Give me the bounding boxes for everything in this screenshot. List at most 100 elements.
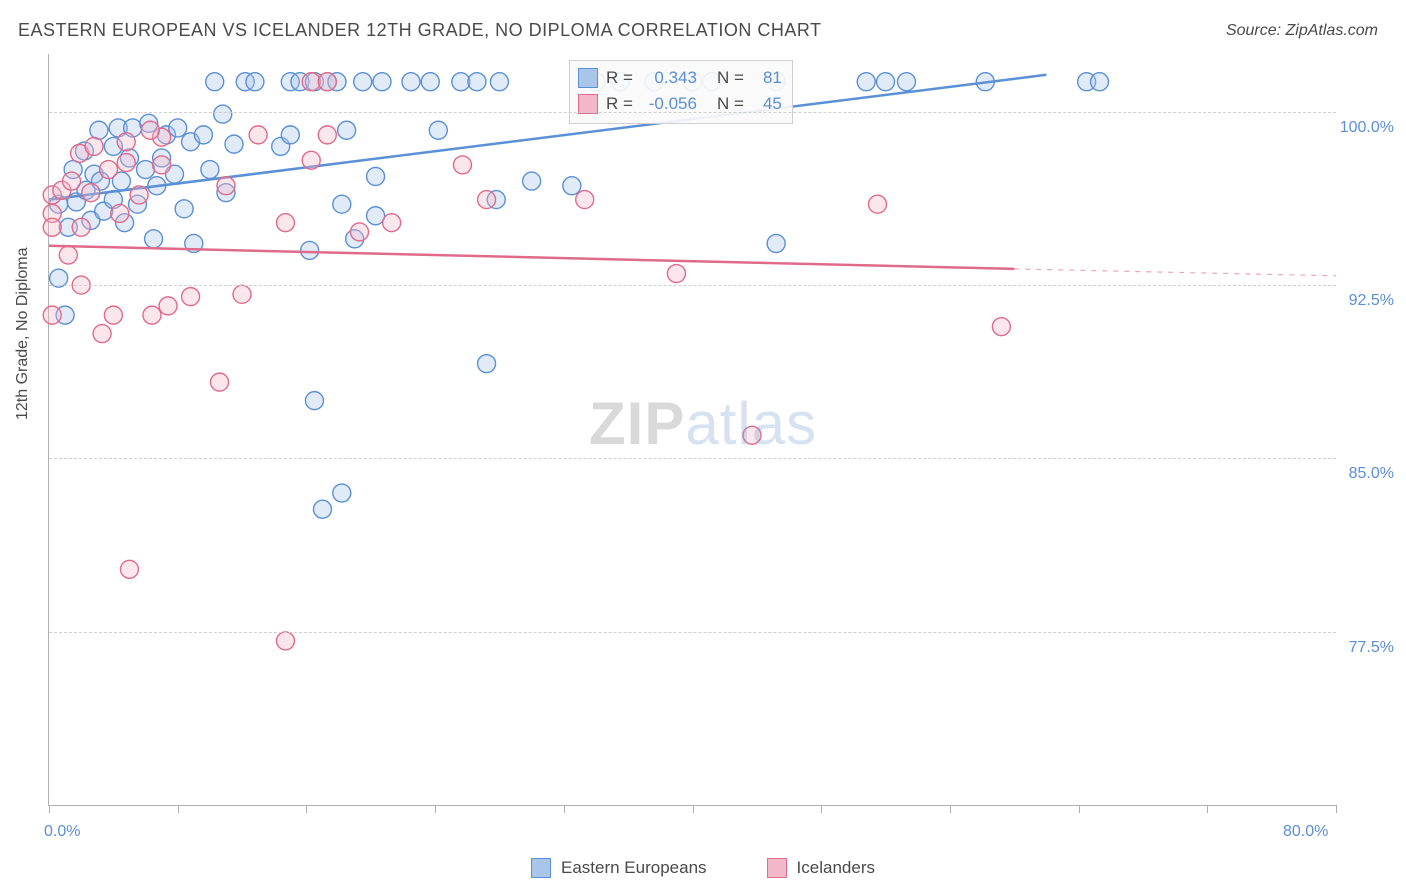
data-point — [120, 560, 138, 578]
y-tick-label: 100.0% — [1340, 119, 1394, 137]
gridline — [49, 112, 1336, 113]
gridline — [49, 285, 1336, 286]
data-point — [429, 121, 447, 139]
data-point — [82, 184, 100, 202]
data-point — [43, 218, 61, 236]
legend-item: Icelanders — [767, 858, 875, 878]
data-point — [743, 426, 761, 444]
data-point — [421, 73, 439, 91]
x-tick — [693, 805, 694, 813]
data-point — [313, 500, 331, 518]
stats-legend-row: R =0.343N =81 — [578, 65, 782, 91]
stat-n-label: N = — [717, 91, 744, 117]
legend-swatch — [578, 68, 598, 88]
data-point — [169, 119, 187, 137]
data-point — [877, 73, 895, 91]
data-point — [59, 246, 77, 264]
x-tick-label: 0.0% — [44, 823, 80, 841]
data-point — [576, 191, 594, 209]
data-point — [302, 73, 320, 91]
source-label: Source: ZipAtlas.com — [1226, 22, 1378, 40]
data-point — [318, 126, 336, 144]
x-tick — [1336, 805, 1337, 813]
legend-label: Icelanders — [797, 858, 875, 878]
data-point — [137, 161, 155, 179]
data-point — [159, 297, 177, 315]
x-tick — [49, 805, 50, 813]
legend-item: Eastern Europeans — [531, 858, 707, 878]
gridline — [49, 632, 1336, 633]
data-point — [145, 230, 163, 248]
data-point — [490, 73, 508, 91]
y-tick-label: 92.5% — [1349, 292, 1394, 310]
data-point — [249, 126, 267, 144]
data-point — [111, 204, 129, 222]
data-point — [333, 484, 351, 502]
y-tick-label: 85.0% — [1349, 465, 1394, 483]
stat-n-value: 45 — [752, 91, 782, 117]
x-tick — [950, 805, 951, 813]
data-point — [130, 186, 148, 204]
legend-swatch — [767, 858, 787, 878]
data-point — [350, 223, 368, 241]
x-tick — [564, 805, 565, 813]
data-point — [301, 241, 319, 259]
x-tick — [435, 805, 436, 813]
data-point — [153, 156, 171, 174]
data-point — [333, 195, 351, 213]
data-point — [452, 73, 470, 91]
data-point — [453, 156, 471, 174]
data-point — [992, 318, 1010, 336]
data-point — [43, 306, 61, 324]
data-point — [468, 73, 486, 91]
data-point — [206, 73, 224, 91]
data-point — [90, 121, 108, 139]
x-tick — [1079, 805, 1080, 813]
data-point — [338, 121, 356, 139]
data-point — [857, 73, 875, 91]
data-point — [100, 161, 118, 179]
trend-line — [49, 246, 1014, 269]
data-point — [211, 373, 229, 391]
data-point — [194, 126, 212, 144]
data-point — [143, 306, 161, 324]
data-point — [117, 133, 135, 151]
x-tick — [306, 805, 307, 813]
data-point — [63, 172, 81, 190]
data-point — [302, 151, 320, 169]
data-point — [201, 161, 219, 179]
gridline — [49, 458, 1336, 459]
x-tick — [821, 805, 822, 813]
data-point — [478, 191, 496, 209]
stats-legend-row: R = -0.056 N = 45 — [578, 91, 782, 117]
legend-swatch — [531, 858, 551, 878]
data-point — [1091, 73, 1109, 91]
x-tick-label: 80.0% — [1283, 823, 1328, 841]
data-point — [85, 137, 103, 155]
data-point — [141, 121, 159, 139]
data-point — [367, 167, 385, 185]
x-tick — [178, 805, 179, 813]
data-point — [869, 195, 887, 213]
trend-line-extrapolated — [1014, 269, 1336, 276]
data-point — [276, 214, 294, 232]
data-point — [523, 172, 541, 190]
stat-r-value: -0.056 — [641, 91, 697, 117]
data-point — [318, 73, 336, 91]
stat-r-label: R = — [606, 91, 633, 117]
series-legend: Eastern Europeans Icelanders — [0, 858, 1406, 878]
legend-label: Eastern Europeans — [561, 858, 707, 878]
data-point — [104, 306, 122, 324]
data-point — [478, 355, 496, 373]
data-point — [373, 73, 391, 91]
data-point — [402, 73, 420, 91]
data-point — [72, 218, 90, 236]
chart-title: EASTERN EUROPEAN VS ICELANDER 12TH GRADE… — [18, 20, 822, 41]
data-point — [767, 234, 785, 252]
data-point — [305, 392, 323, 410]
scatter-svg — [49, 54, 1336, 805]
stats-legend: R =0.343N =81R = -0.056 N = 45 — [569, 60, 793, 124]
data-point — [383, 214, 401, 232]
data-point — [354, 73, 372, 91]
y-tick-label: 77.5% — [1349, 639, 1394, 657]
